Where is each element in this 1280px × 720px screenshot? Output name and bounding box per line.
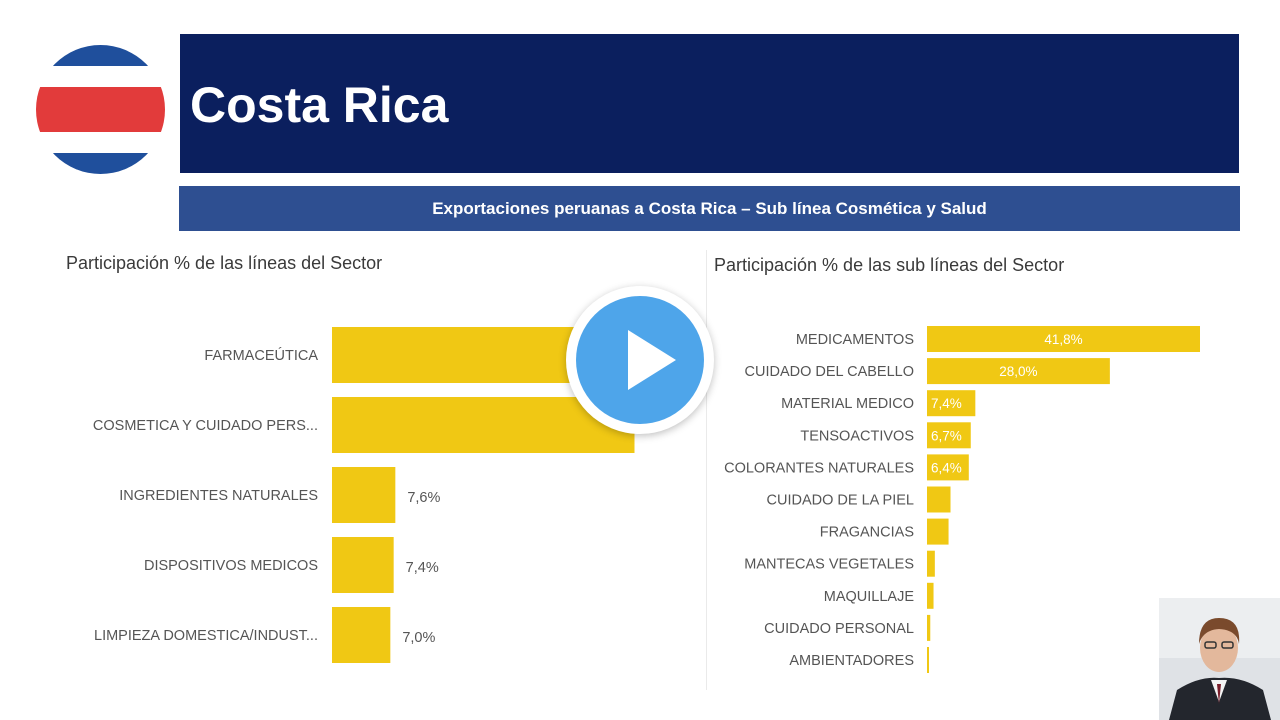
subtitle-bar: Exportaciones peruanas a Costa Rica – Su… [179,186,1240,231]
left-chart-title: Participación % de las líneas del Sector [66,253,383,273]
right-data-label: 28,0% [999,364,1037,379]
play-button[interactable] [566,286,714,434]
right-bar [927,550,935,577]
right-data-label: 7,4% [931,396,962,411]
flag-stripe-red [36,87,165,132]
right-data-label: 6,7% [931,428,962,443]
left-data-label: 7,0% [402,630,435,646]
right-category-label: MATERIAL MEDICO [781,396,914,412]
left-data-label: 7,4% [406,560,439,576]
costa-rica-flag-icon [36,45,165,174]
left-category-label: LIMPIEZA DOMESTICA/INDUST... [94,628,318,644]
right-bar [927,422,971,449]
right-bar [927,647,929,673]
right-bar-chart: MEDICAMENTOS 41,8% CUIDADO DEL CABELLO 28,0… [724,326,1200,673]
page-title: Costa Rica [190,77,449,133]
right-bar [927,614,931,641]
right-bar [927,358,1110,385]
right-category-label: TENSOACTIVOS [800,428,914,444]
left-category-label: COSMETICA Y CUIDADO PERS... [93,418,318,434]
right-bar [927,454,969,481]
right-category-label: MEDICAMENTOS [796,332,914,348]
right-category-label: CUIDADO DE LA PIEL [767,493,914,509]
presenter-video-icon [1159,598,1280,720]
right-category-label: COLORANTES NATURALES [724,460,914,476]
right-category-label: MANTECAS VEGETALES [744,557,914,573]
left-category-label: FARMACEÚTICA [204,347,318,364]
right-bar [927,582,934,609]
right-bar [927,390,976,417]
title-banner: Costa Rica [180,34,1239,173]
play-button-circle[interactable] [576,296,704,424]
page-subtitle: Exportaciones peruanas a Costa Rica – Su… [432,199,987,218]
right-bar [927,486,951,513]
flag-stripe-blue-top [36,45,165,66]
right-category-label: CUIDADO DEL CABELLO [745,364,914,380]
chart-divider [706,250,707,690]
right-category-label: MAQUILLAJE [824,589,915,605]
presenter-silhouette [1159,598,1280,720]
left-category-label: INGREDIENTES NATURALES [119,488,318,504]
right-category-label: CUIDADO PERSONAL [764,621,914,637]
flag-stripe-blue-bottom [36,153,165,174]
flag-stripe-white-top [36,66,165,87]
flag-stripe-white-bottom [36,132,165,153]
right-category-label: AMBIENTADORES [789,653,914,669]
left-data-label: 7,6% [407,490,440,506]
right-category-label: FRAGANCIAS [820,525,914,541]
right-chart-title: Participación % de las sub líneas del Se… [714,255,1065,275]
left-category-label: DISPOSITIVOS MEDICOS [144,558,318,574]
right-bar [927,518,949,545]
left-bar [332,607,391,663]
right-data-label: 6,4% [931,460,962,475]
right-bar [927,326,1200,352]
play-icon [628,330,676,390]
left-bar [332,537,394,593]
left-bar [332,467,396,523]
right-data-label: 41,8% [1044,332,1082,347]
